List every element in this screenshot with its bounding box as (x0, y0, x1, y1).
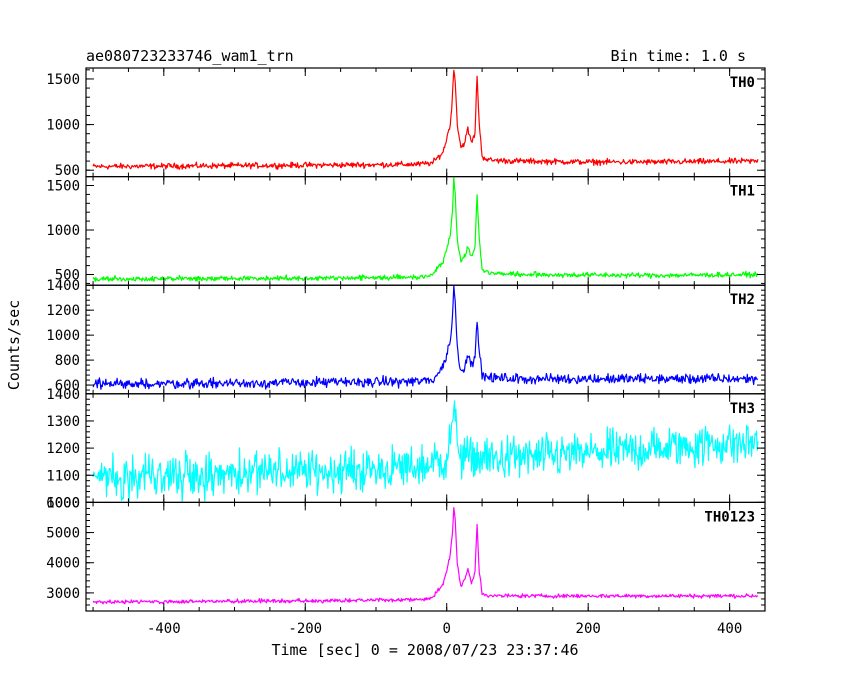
y-tick-label: 1100 (46, 468, 80, 484)
series-line-th0123 (92, 507, 759, 605)
series-label: TH2 (730, 292, 755, 308)
y-tick-label: 1500 (46, 72, 80, 88)
x-axis-label: Time [sec] 0 = 2008/07/23 23:37:46 (271, 641, 578, 659)
y-axis-label: Counts/sec (5, 300, 23, 390)
y-tick-label: 600 (55, 378, 80, 394)
series-line-th3 (92, 400, 759, 503)
y-tick-label: 1000 (46, 328, 80, 344)
x-tick-label: 400 (717, 621, 742, 637)
x-tick-label: -400 (147, 621, 181, 637)
series-label: TH1 (730, 184, 755, 200)
y-tick-label: 6000 (46, 495, 80, 511)
chart-title: ae080723233746_wam1_trn (86, 47, 294, 65)
y-tick-label: 1000 (46, 223, 80, 239)
panels-group: 500 1000 1500 TH0 500 1000 1500 TH1 600 800 1000 12… (46, 67, 766, 637)
panel-frame-th3 (85, 393, 766, 503)
x-tick-label: 200 (576, 621, 601, 637)
series-label: TH0123 (704, 509, 755, 525)
panel-frame-th1 (85, 176, 766, 286)
bin-time-label: Bin time: 1.0 s (611, 47, 746, 65)
series-line-th0 (92, 69, 759, 170)
y-tick-label: 5000 (46, 526, 80, 542)
series-label: TH3 (730, 401, 755, 417)
y-tick-label: 4000 (46, 556, 80, 572)
y-tick-label: 1000 (46, 118, 80, 134)
series-label: TH0 (730, 75, 755, 91)
y-tick-label: 500 (55, 163, 80, 179)
y-tick-label: 1200 (46, 303, 80, 319)
y-tick-label: 1400 (46, 387, 80, 403)
panel-frame-th0 (85, 67, 766, 178)
x-tick-label: 0 (443, 621, 451, 637)
series-line-th1 (92, 176, 758, 282)
panel-frame-th0123 (85, 501, 766, 612)
y-tick-label: 3000 (46, 586, 80, 602)
y-tick-label: 1000 (46, 495, 80, 511)
y-tick-label: 1500 (46, 179, 80, 195)
series-line-th2 (92, 284, 759, 390)
y-tick-label: 500 (55, 268, 80, 284)
y-tick-label: 1200 (46, 441, 80, 457)
y-tick-label: 1400 (46, 278, 80, 294)
x-tick-label: -200 (288, 621, 322, 637)
y-tick-label: 1300 (46, 414, 80, 430)
y-tick-label: 800 (55, 353, 80, 369)
